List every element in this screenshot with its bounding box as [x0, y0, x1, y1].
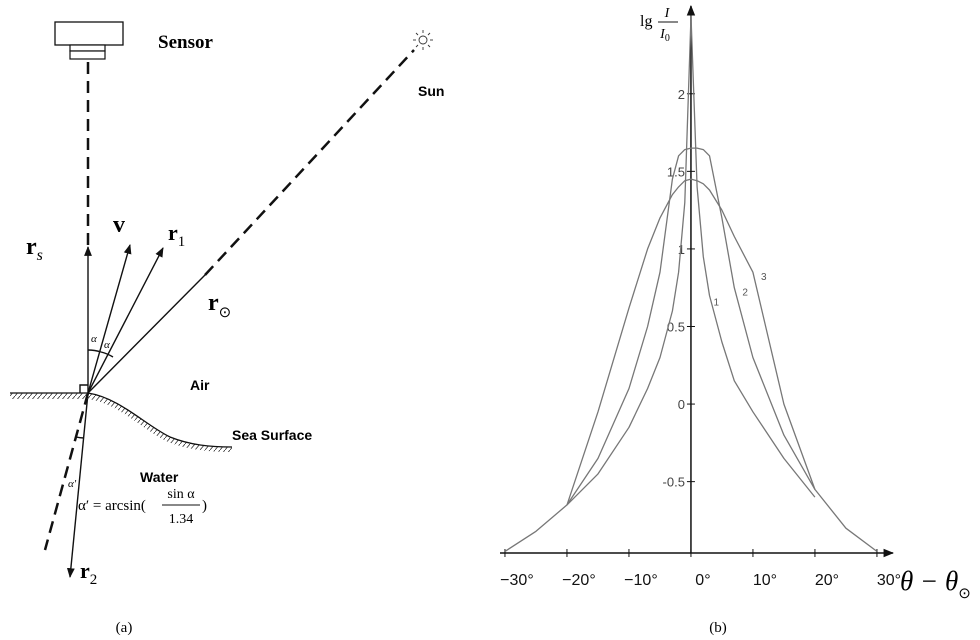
- caption: (a): [116, 620, 133, 636]
- right-angle: [79, 384, 88, 393]
- curve: [566, 15, 816, 506]
- ray-rsun: [87, 274, 206, 394]
- curve-label: 2: [742, 288, 748, 299]
- x-axis-label: θ − θ⊙: [900, 566, 971, 602]
- sensor-body: [54, 21, 124, 46]
- ray-r2: [66, 392, 89, 578]
- sun-label: Sun: [418, 83, 444, 99]
- label-main: r: [26, 234, 37, 260]
- y-tick-label: 0: [678, 397, 685, 412]
- panel-a: Sensor Sun rs v r1 r⊙ α α Air Sea: [10, 21, 444, 588]
- label-alpha: α: [104, 339, 110, 351]
- x-tick-label: 30°: [877, 572, 901, 589]
- surface-line: [87, 392, 233, 448]
- curve-label: 1: [714, 297, 720, 308]
- x-tick-label: 20°: [815, 572, 839, 589]
- sun-icon: [413, 30, 433, 50]
- x-tick-label: −20°: [562, 572, 596, 589]
- y-axis-label: lg: [640, 13, 652, 30]
- sensor-mount: [69, 44, 106, 52]
- formula: ): [202, 498, 207, 514]
- y-tick-label: 0.5: [667, 319, 685, 334]
- sun-line: [204, 49, 415, 276]
- ray-v: [87, 244, 132, 394]
- label-sub: 0: [665, 33, 670, 44]
- sea-surface-label: Sea Surface: [232, 427, 312, 443]
- y-tick-label: 2: [678, 87, 685, 102]
- label-rs: rs: [26, 234, 43, 264]
- curve: [504, 178, 878, 552]
- curve-label: 3: [761, 272, 767, 283]
- ray-r1: [87, 247, 164, 394]
- water-label: Water: [140, 469, 179, 485]
- label-v: v: [113, 212, 125, 238]
- label-alpha-prime: α′: [68, 478, 77, 490]
- x-tick-label: 10°: [753, 572, 777, 589]
- label-main: I: [659, 27, 666, 42]
- y-axis-label: I0: [659, 27, 670, 44]
- label-sub: 1: [178, 234, 186, 250]
- sensor-lens: [69, 50, 106, 60]
- x-tick-label: −30°: [500, 572, 534, 589]
- surface-hatch: [10, 393, 88, 399]
- label-r2: r2: [80, 558, 97, 588]
- angle-arc: [100, 351, 114, 358]
- label-sub: 2: [90, 572, 98, 588]
- label-sub: ⊙: [219, 305, 232, 321]
- formula: α′ = arcsin(: [78, 498, 146, 514]
- x-tick-label: 0°: [695, 572, 710, 589]
- label-main: r: [168, 220, 178, 245]
- curve: [566, 147, 816, 506]
- formula-numerator: sin α: [167, 487, 195, 502]
- label-sub: ⊙: [958, 586, 971, 602]
- label-rsun: r⊙: [208, 290, 231, 321]
- y-tick-label: -0.5: [663, 475, 685, 490]
- label-main: r: [208, 290, 219, 316]
- surface-hatch: [88, 393, 232, 452]
- y-tick-label: 1: [678, 242, 685, 257]
- label-alpha: α: [91, 333, 97, 345]
- label-main: r: [80, 558, 90, 583]
- angle-arc: [87, 349, 102, 353]
- label-sub: s: [37, 247, 43, 264]
- angle-arc: [75, 436, 85, 439]
- caption: (b): [709, 620, 727, 636]
- y-axis-label: I: [664, 6, 671, 21]
- refraction-extension: [43, 392, 90, 551]
- x-tick-label: −10°: [624, 572, 658, 589]
- label-main: θ − θ: [900, 566, 958, 596]
- y-tick-label: 1.5: [667, 164, 685, 179]
- label-r1: r1: [168, 220, 185, 250]
- air-label: Air: [190, 377, 210, 393]
- sensor-label: Sensor: [158, 32, 213, 53]
- formula-denominator: 1.34: [169, 512, 194, 527]
